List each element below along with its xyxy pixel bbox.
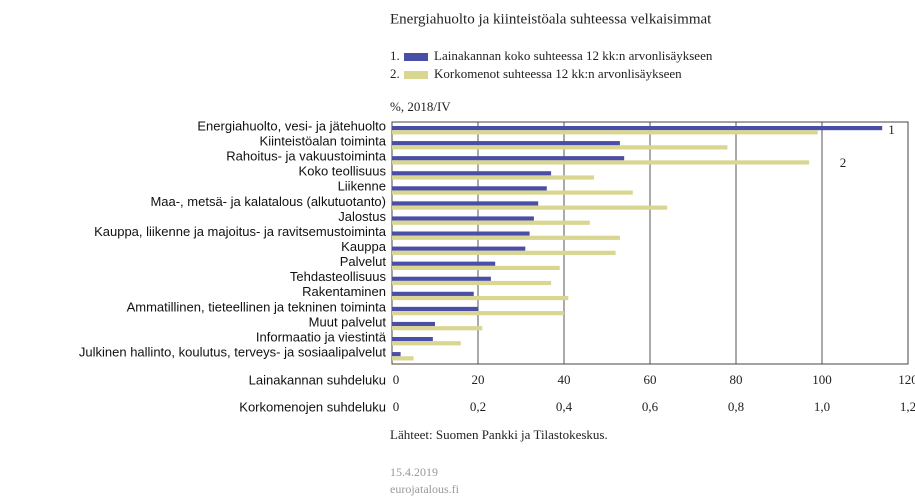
x2-tick-label: 1,0: [814, 399, 830, 414]
category-label: Kauppa: [341, 239, 387, 254]
bar: [392, 231, 530, 236]
category-label: Rakentaminen: [302, 284, 386, 299]
x-tick-label: 120: [898, 372, 915, 387]
category-label: Liikenne: [338, 179, 386, 194]
bar: [392, 265, 560, 271]
annotation: 2: [840, 155, 847, 170]
bar: [392, 321, 435, 327]
category-label: Kauppa, liikenne ja majoitus- ja ravitse…: [94, 224, 387, 239]
bar: [392, 326, 483, 331]
plot-frame: [391, 121, 909, 365]
bar: [392, 246, 526, 251]
bar: [392, 201, 539, 206]
site: eurojatalous.fi: [390, 482, 460, 496]
x2-tick-label: 0: [393, 399, 400, 414]
bar: [392, 141, 620, 146]
chart-title: Energiahuolto ja kiinteistöala suhteessa…: [390, 11, 712, 27]
bar: [392, 130, 818, 135]
bar: [392, 186, 547, 191]
bar: [392, 126, 883, 131]
date: 15.4.2019: [390, 465, 438, 479]
annotation: 1: [888, 122, 895, 137]
bar: [392, 235, 620, 240]
x-tick-label: 100: [812, 372, 832, 387]
legend-number: 2.: [390, 66, 400, 81]
bar: [392, 276, 491, 281]
legend-label: Korkomenot suhteessa 12 kk:n arvonlisäyk…: [434, 66, 682, 81]
category-label: Kiinteistöalan toiminta: [260, 134, 387, 149]
bar: [392, 311, 564, 316]
bar: [392, 190, 633, 195]
x2-tick-label: 1,2: [900, 399, 915, 414]
bar: [392, 280, 552, 286]
x-tick-label: 20: [472, 372, 485, 387]
category-label: Ammatillinen, tieteellinen ja tekninen t…: [127, 299, 387, 314]
category-label: Maa-, metsä- ja kalatalous (alkutuotanto…: [150, 194, 386, 209]
bar: [392, 160, 810, 165]
bar: [392, 250, 616, 255]
legend-label: Lainakannan koko suhteessa 12 kk:n arvon…: [434, 48, 713, 63]
bar: [392, 356, 414, 361]
bar: [392, 341, 461, 346]
category-label: Muut palvelut: [309, 314, 387, 329]
category-label: Rahoitus- ja vakuustoiminta: [226, 149, 386, 164]
legend-number: 1.: [390, 48, 400, 63]
x-tick-label: 40: [558, 372, 571, 387]
x2-tick-label: 0,6: [642, 399, 659, 414]
bar: [392, 171, 552, 176]
x-axis-label: Lainakannan suhdeluku: [249, 372, 386, 387]
bar: [392, 336, 433, 342]
bar: [392, 216, 534, 221]
bar: [392, 220, 590, 225]
bar: [392, 295, 569, 301]
bar: [392, 156, 625, 161]
category-label: Julkinen hallinto, koulutus, terveys- ja…: [79, 344, 386, 359]
category-label: Tehdasteollisuus: [290, 269, 387, 284]
unit-label: %, 2018/IV: [390, 99, 451, 114]
category-label: Koko teollisuus: [299, 164, 387, 179]
bar: [392, 145, 728, 150]
legend-swatch: [404, 53, 428, 61]
bar: [392, 306, 478, 312]
x2-tick-label: 0,4: [556, 399, 573, 414]
x-tick-label: 60: [644, 372, 657, 387]
source: Lähteet: Suomen Pankki ja Tilastokeskus.: [390, 427, 608, 442]
x2-tick-label: 0,8: [728, 399, 744, 414]
bar: [392, 352, 401, 357]
category-label: Jalostus: [338, 209, 386, 224]
legend-swatch: [404, 71, 428, 79]
x2-tick-label: 0,2: [470, 399, 486, 414]
category-label: Palvelut: [340, 254, 387, 269]
bar: [392, 175, 595, 180]
bar: [392, 261, 496, 266]
category-label: Informaatio ja viestintä: [256, 329, 387, 344]
x2-axis-label: Korkomenojen suhdeluku: [239, 399, 386, 414]
bar: [392, 205, 668, 210]
bar: [392, 291, 474, 296]
category-label: Energiahuolto, vesi- ja jätehuolto: [197, 118, 386, 133]
x-tick-label: 80: [730, 372, 743, 387]
x-tick-label: 0: [393, 372, 400, 387]
